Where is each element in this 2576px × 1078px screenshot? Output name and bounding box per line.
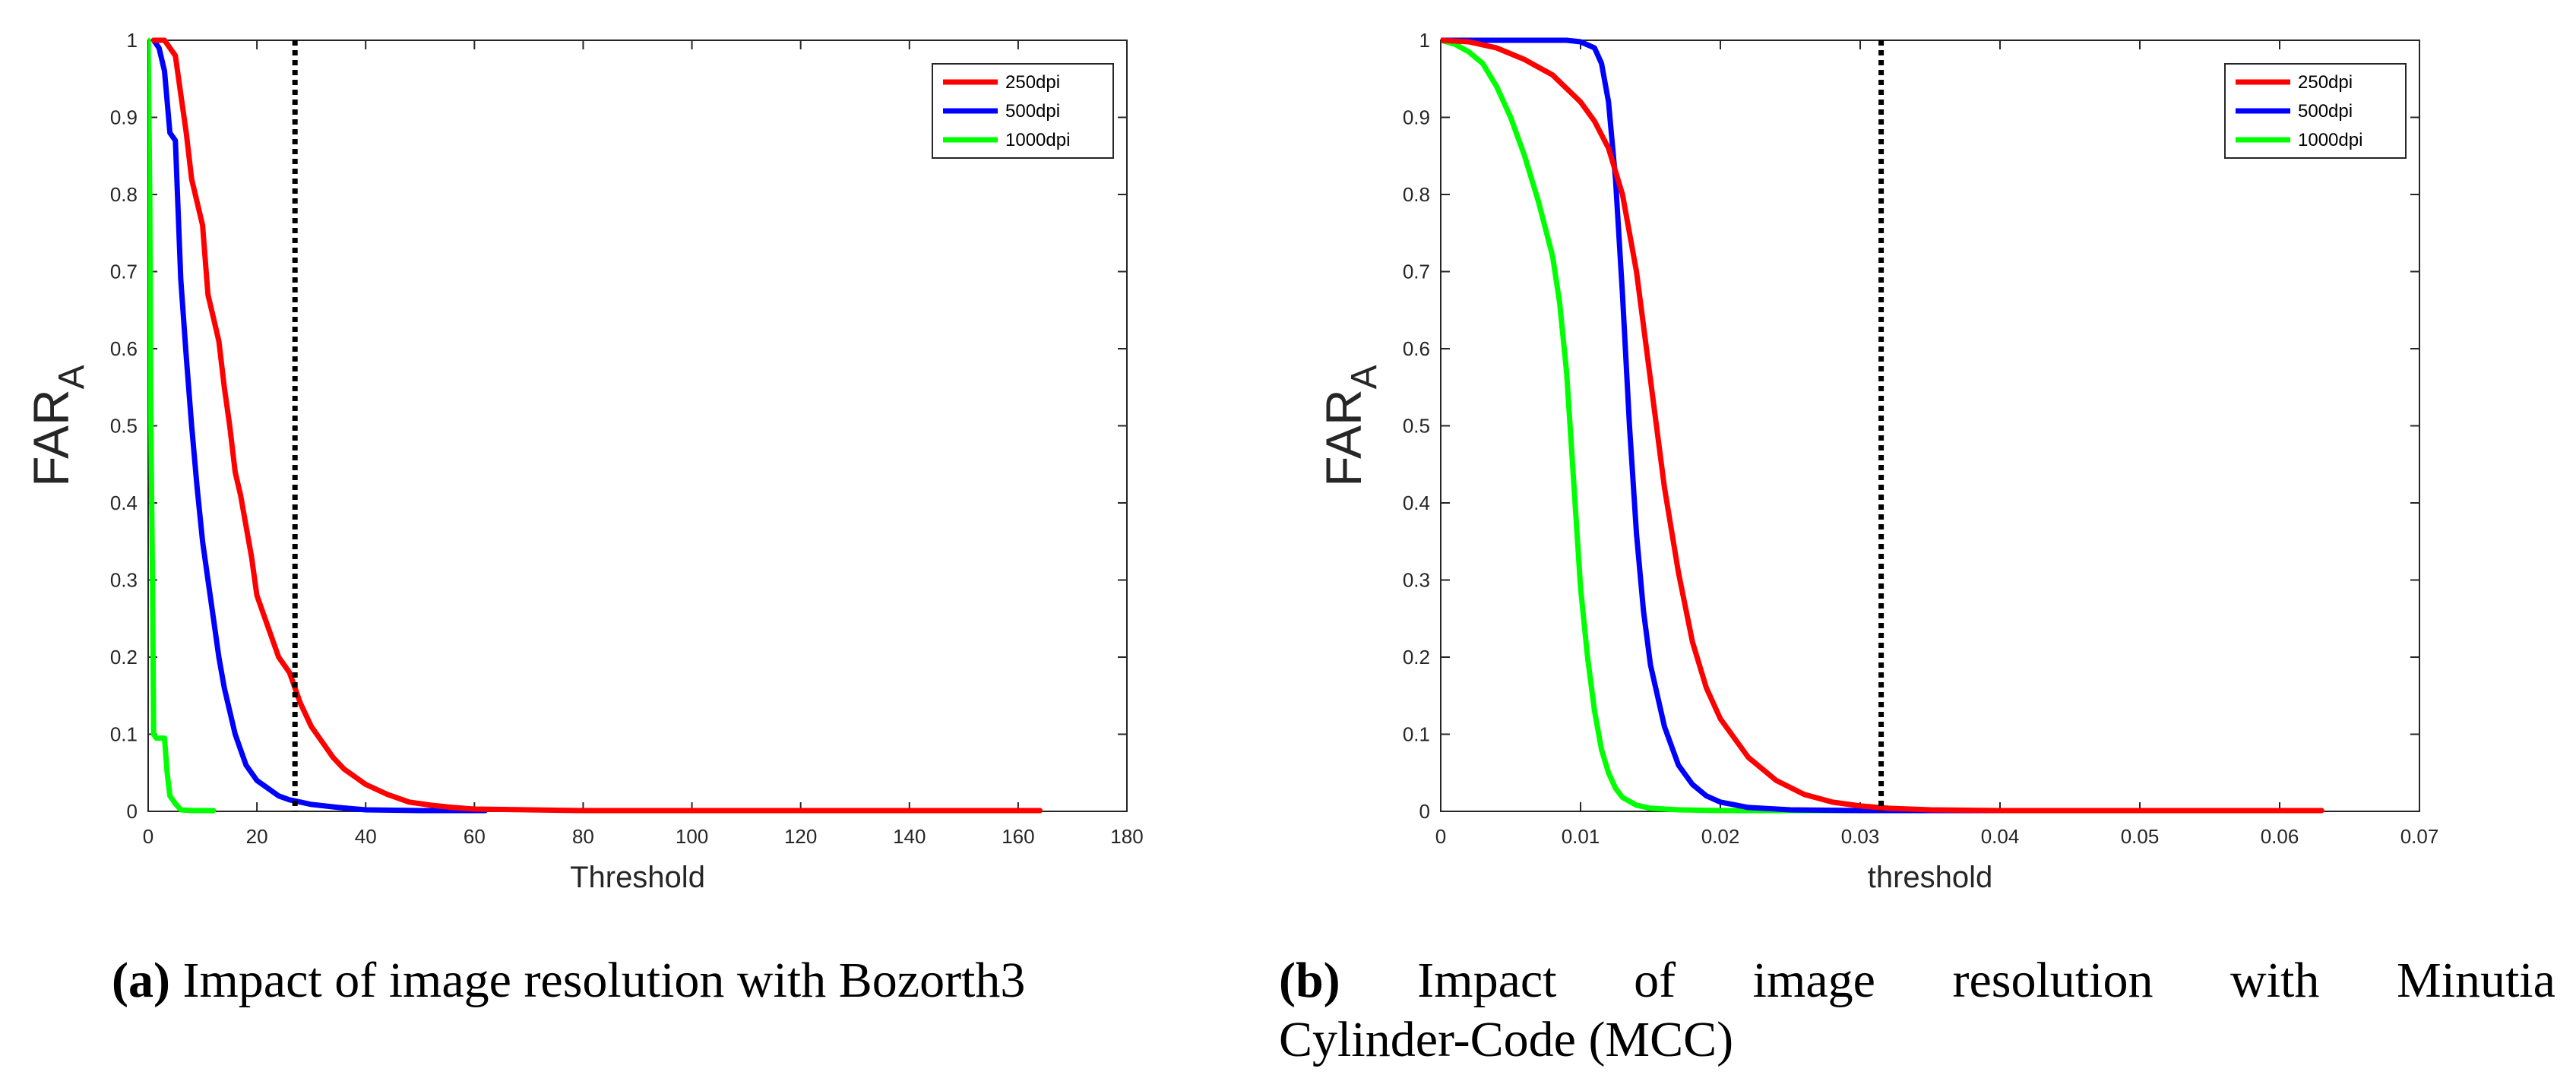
y-tick-label: 1 — [1419, 29, 1430, 52]
x-tick-label: 0.01 — [1562, 825, 1600, 848]
series-line-250dpi — [150, 37, 1043, 814]
series-line-1000dpi — [148, 37, 217, 814]
y-tick-label: 0.9 — [110, 106, 138, 129]
x-tick-label: 0.06 — [2261, 825, 2299, 848]
y-tick-label: 0.8 — [110, 183, 138, 206]
y-axis-label-subscript: A — [52, 365, 92, 389]
y-tick-label: 0.5 — [110, 415, 138, 438]
x-tick-label: 160 — [1002, 825, 1034, 848]
caption-b: (b) Impact of image resolution with Minu… — [1279, 951, 2555, 1070]
y-tick-label: 0.3 — [110, 569, 138, 592]
x-tick-label: 180 — [1110, 825, 1143, 848]
series-line-250dpi — [1441, 37, 2324, 814]
y-tick-label: 0.7 — [110, 261, 138, 283]
y-tick-label: 0.5 — [1403, 415, 1430, 438]
plot-area — [148, 37, 1043, 814]
legend-label-500dpi: 500dpi — [2298, 101, 2353, 122]
x-tick-label: 0 — [143, 825, 153, 848]
y-tick-label: 0.3 — [1403, 569, 1430, 592]
y-tick-label: 0 — [1419, 800, 1430, 823]
caption-b-line2: Cylinder-Code (MCC) — [1279, 1012, 1734, 1067]
y-tick-label: 1 — [127, 29, 138, 52]
x-axis-label: threshold — [1868, 861, 1993, 894]
legend-label-250dpi: 250dpi — [2298, 72, 2353, 93]
caption-b-word: resolution — [1952, 953, 2154, 1008]
legend-label-500dpi: 500dpi — [1005, 101, 1060, 122]
y-tick-label: 0.6 — [110, 337, 138, 360]
y-tick-label: 0.8 — [1403, 183, 1430, 206]
x-tick-label: 40 — [355, 825, 377, 848]
series-line-500dpi — [150, 37, 489, 814]
x-tick-label: 140 — [893, 825, 926, 848]
x-tick-label: 60 — [464, 825, 486, 848]
y-axis-label-subscript: A — [1344, 365, 1385, 389]
x-tick-label: 0.02 — [1701, 825, 1740, 848]
chart-b: 0 0.01 0.02 0.03 0.04 0.05 0.06 0.07 0 0.1 0.2 0.3 0… — [1315, 29, 2438, 894]
caption-b-word: with — [2230, 953, 2320, 1008]
y-tick-label: 0.9 — [1403, 106, 1430, 129]
x-tick-label: 0.07 — [2400, 825, 2439, 848]
caption-a: (a) Impact of image resolution with Bozo… — [112, 951, 1176, 1010]
caption-b-line1: (b) Impact of image resolution with Minu… — [1279, 951, 2555, 1010]
plot-area — [1441, 37, 2324, 814]
caption-b-word: of — [1634, 953, 1676, 1008]
x-tick-label: 0.03 — [1841, 825, 1880, 848]
y-axis-label: FARA — [1315, 365, 1385, 486]
caption-a-label: (a) — [112, 953, 170, 1008]
x-tick-label: 0 — [1435, 825, 1446, 848]
y-axis-label-main: FAR — [1315, 389, 1372, 486]
y-axis-label-main: FAR — [23, 389, 79, 486]
caption-b-label: (b) — [1279, 953, 1340, 1008]
x-tick-label: 100 — [676, 825, 708, 848]
legend-label-250dpi: 250dpi — [1005, 72, 1060, 93]
chart-a: 0 20 40 60 80 100 120 140 160 180 0 0.1 0.2 0.3 0.4 0.5… — [23, 29, 1144, 894]
legend-label-1000dpi: 1000dpi — [1005, 130, 1070, 150]
caption-b-word: image — [1752, 953, 1875, 1008]
series-line-1000dpi — [1441, 37, 1933, 814]
y-tick-label: 0.1 — [110, 723, 138, 746]
y-tick-label: 0 — [127, 800, 138, 823]
series-line-500dpi — [1441, 37, 2031, 814]
x-tick-label: 80 — [572, 825, 594, 848]
caption-a-text: Impact of image resolution with Bozorth3 — [182, 953, 1026, 1008]
x-tick-label: 20 — [246, 825, 268, 848]
legend-label-1000dpi: 1000dpi — [2298, 130, 2362, 150]
y-tick-label: 0.4 — [1403, 492, 1430, 514]
x-tick-label: 0.04 — [1981, 825, 2020, 848]
caption-b-word: Impact — [1417, 953, 1557, 1008]
y-tick-label: 0.7 — [1403, 261, 1430, 283]
y-tick-label: 0.2 — [1403, 646, 1430, 669]
y-tick-label: 0.1 — [1403, 723, 1430, 746]
y-axis-label: FARA — [23, 365, 92, 486]
y-tick-label: 0.2 — [110, 646, 138, 669]
y-tick-label: 0.4 — [110, 492, 138, 514]
caption-b-word: Minutia — [2396, 953, 2555, 1008]
x-tick-label: 120 — [784, 825, 817, 848]
y-tick-label: 0.6 — [1403, 337, 1430, 360]
x-tick-label: 0.05 — [2121, 825, 2160, 848]
x-axis-label: Threshold — [570, 861, 705, 894]
